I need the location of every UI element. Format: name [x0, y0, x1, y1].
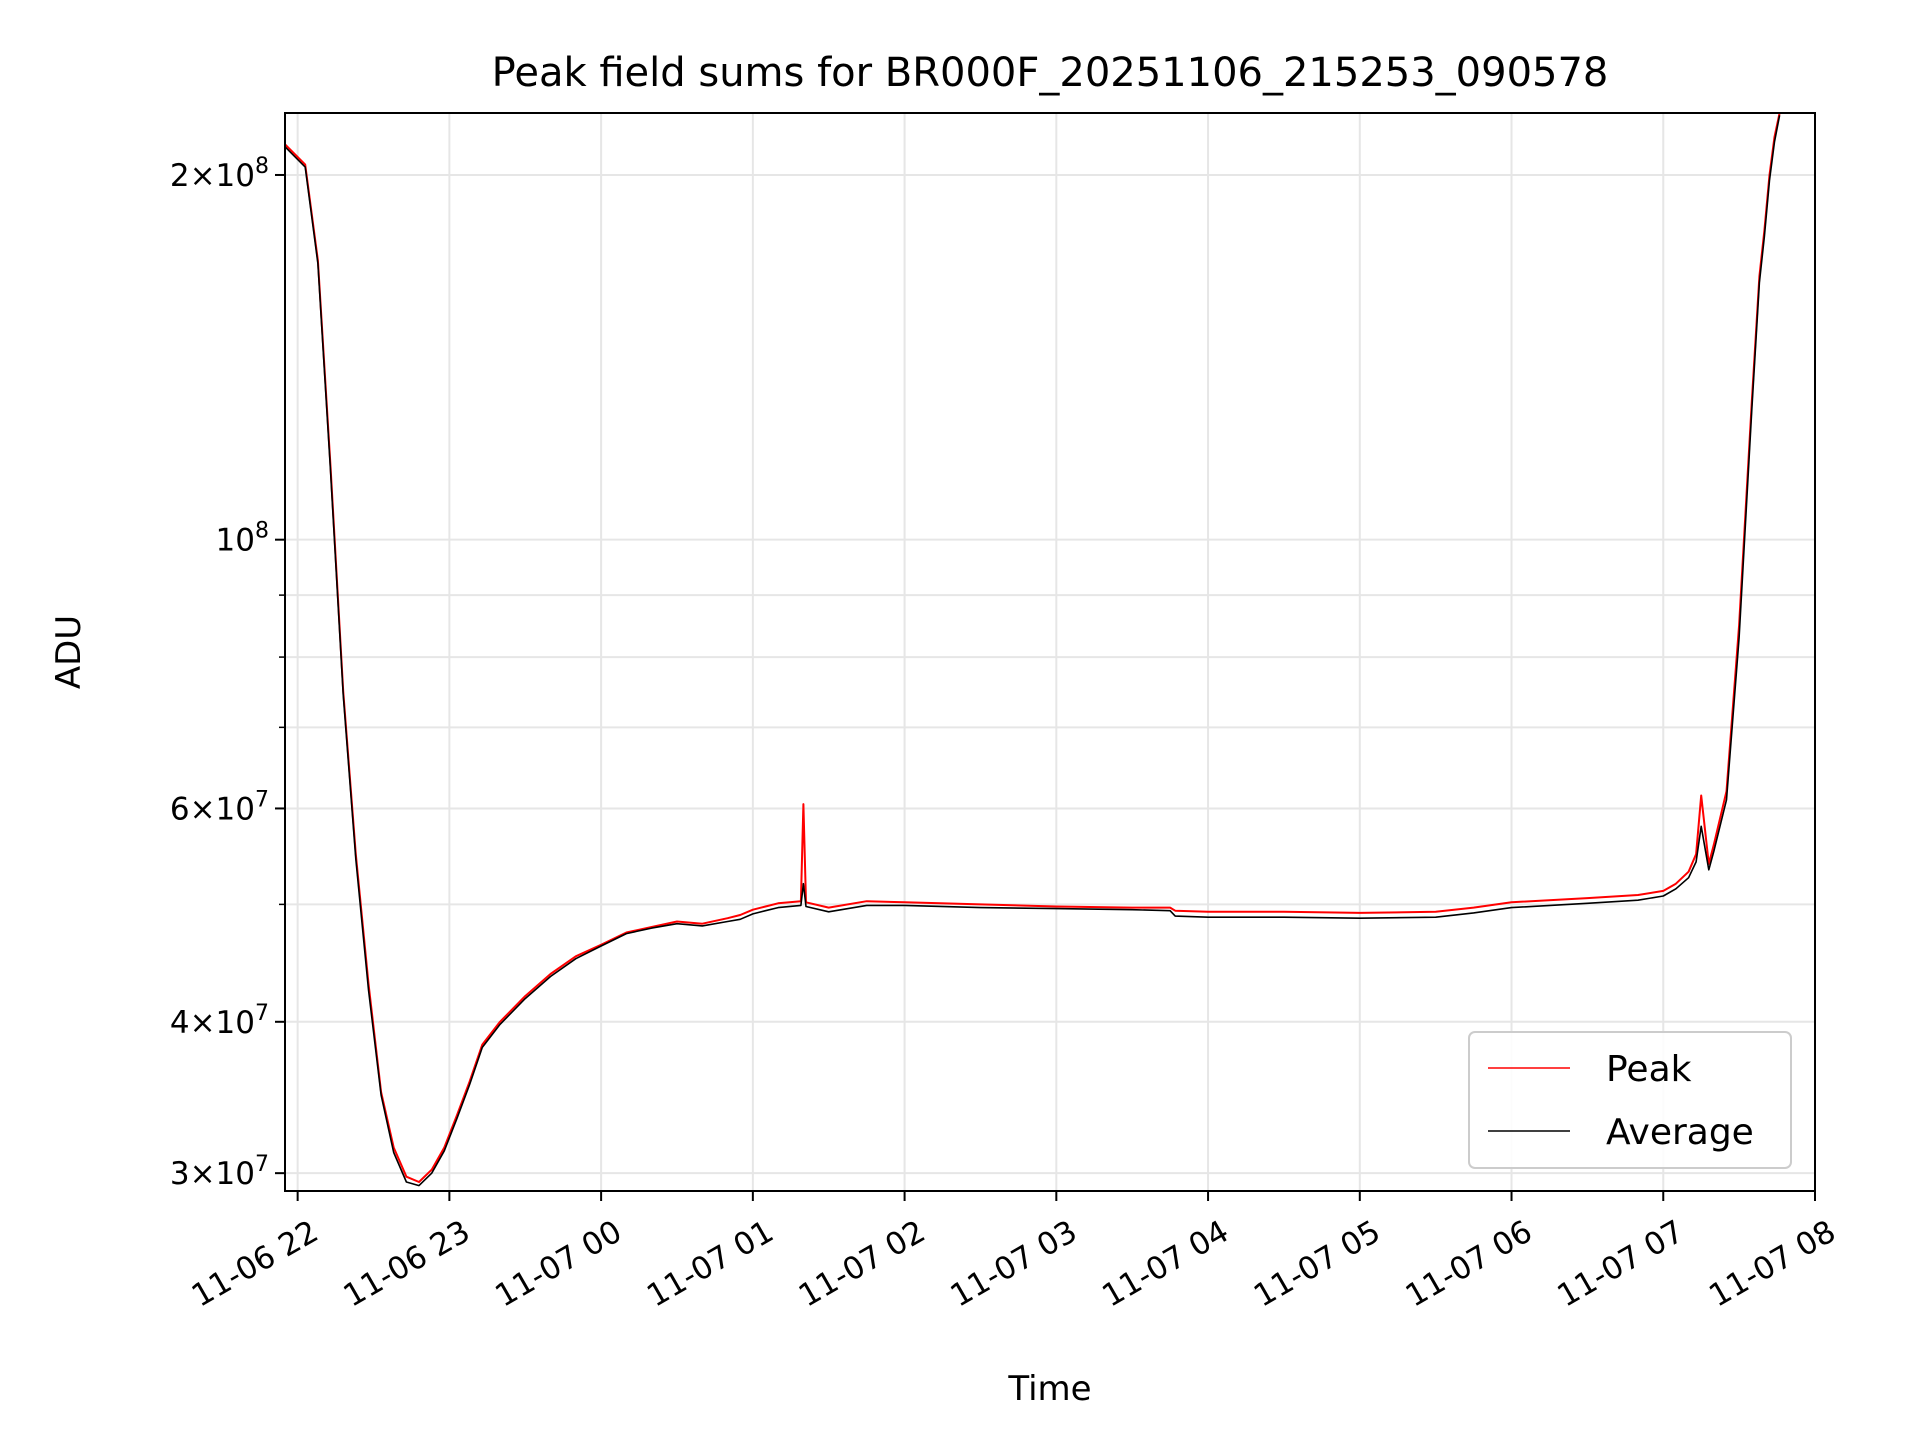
- y-tick-label: 4×107: [170, 1001, 269, 1041]
- y-tick-label: 2×108: [170, 154, 269, 194]
- chart-title: Peak field sums for BR000F_20251106_2152…: [492, 50, 1609, 96]
- series-line-average: [285, 115, 1781, 1187]
- y-tick-label: 108: [216, 519, 269, 559]
- legend: Peak Average: [1468, 1031, 1792, 1169]
- y-axis-label: ADU: [49, 615, 89, 689]
- x-axis-label: Time: [1007, 1369, 1091, 1409]
- legend-frame: [1468, 1031, 1792, 1169]
- y-tick-label: 6×107: [170, 787, 269, 827]
- legend-label-average: Average: [1606, 1112, 1754, 1153]
- plot-frame: [284, 112, 1816, 1192]
- legend-label-peak: Peak: [1606, 1049, 1692, 1090]
- y-tick-label: 3×107: [170, 1152, 269, 1192]
- series-layer: [285, 113, 1781, 1187]
- series-line-peak: [285, 113, 1781, 1183]
